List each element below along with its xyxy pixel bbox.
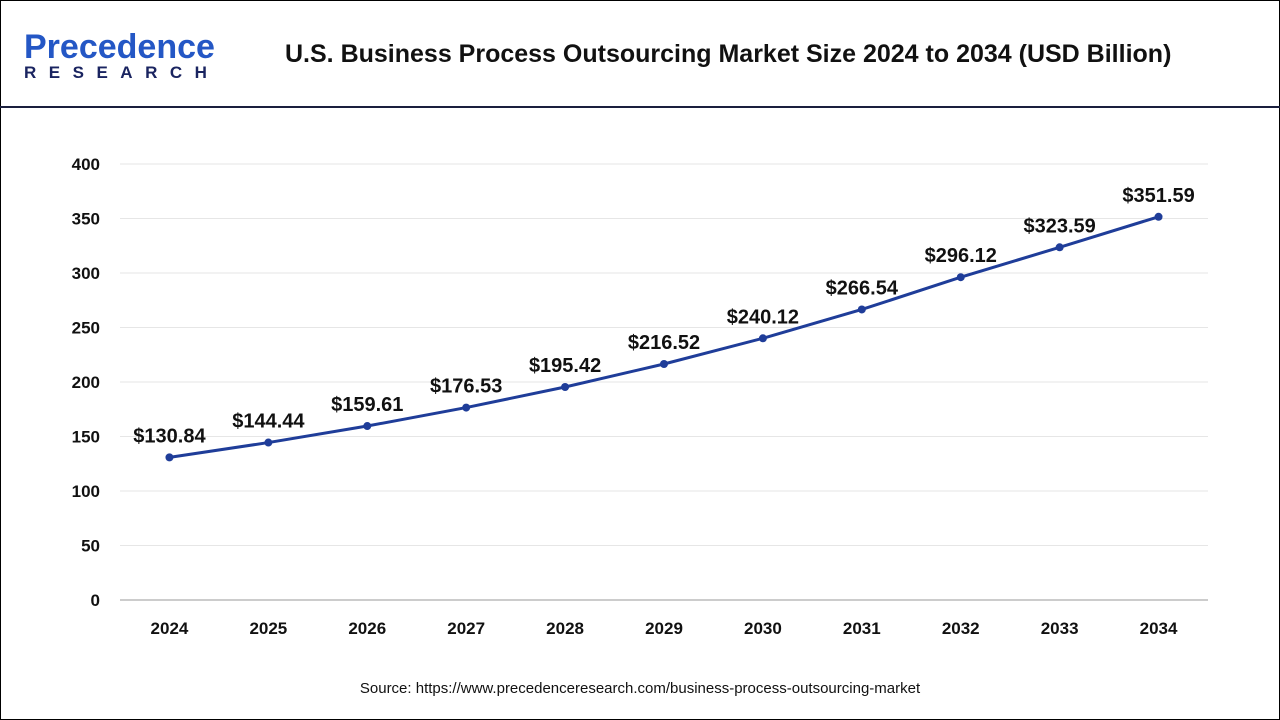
- data-label: $351.59: [1122, 185, 1194, 207]
- data-point: [857, 305, 866, 314]
- x-tick-label: 2034: [1140, 619, 1178, 638]
- data-label: $240.12: [727, 306, 799, 328]
- y-tick-label: 100: [72, 482, 100, 501]
- data-label: $216.52: [628, 332, 700, 354]
- x-tick-label: 2030: [744, 619, 782, 638]
- y-tick-label: 0: [91, 591, 100, 610]
- data-point: [660, 359, 668, 368]
- y-tick-label: 250: [72, 319, 100, 338]
- precedence-research-logo: Precedence RESEARCH: [24, 30, 219, 82]
- source-note: Source: https://www.precedenceresearch.c…: [359, 680, 921, 697]
- y-tick-label: 400: [72, 155, 100, 174]
- data-label: $144.44: [232, 411, 305, 433]
- x-tick-label: 2025: [249, 619, 287, 638]
- data-point: [561, 382, 570, 391]
- x-tick-label: 2028: [546, 619, 584, 638]
- data-label: $323.59: [1023, 215, 1095, 237]
- y-tick-label: 300: [72, 264, 100, 283]
- data-label: $266.54: [826, 277, 899, 299]
- x-tick-label: 2027: [447, 619, 485, 638]
- logo-line1: Precedence: [24, 28, 215, 66]
- data-label: $159.61: [331, 394, 403, 416]
- data-point: [363, 422, 372, 431]
- data-label: $176.53: [430, 376, 502, 398]
- data-label: $130.84: [133, 425, 206, 447]
- data-label: $195.42: [529, 355, 601, 377]
- data-point: [1154, 212, 1163, 221]
- y-tick-label: 200: [72, 373, 100, 392]
- data-point: [264, 438, 273, 447]
- y-tick-label: 350: [72, 210, 100, 229]
- y-tick-label: 50: [81, 537, 100, 556]
- data-point: [956, 273, 965, 282]
- x-tick-label: 2024: [151, 619, 189, 638]
- chart-title: U.S. Business Process Outsourcing Market…: [285, 40, 1172, 68]
- logo-line2: RESEARCH: [24, 63, 220, 82]
- data-label: $296.12: [925, 245, 997, 267]
- data-point: [462, 403, 471, 412]
- data-point: [165, 453, 174, 462]
- data-point: [1055, 243, 1064, 252]
- data-point: [758, 334, 767, 343]
- x-tick-label: 2029: [645, 619, 683, 638]
- x-tick-label: 2026: [348, 619, 386, 638]
- x-tick-label: 2033: [1041, 619, 1079, 638]
- x-tick-label: 2032: [942, 619, 980, 638]
- y-tick-label: 150: [72, 428, 100, 447]
- header: Precedence RESEARCH U.S. Business Proces…: [0, 0, 1280, 108]
- x-tick-label: 2031: [843, 619, 881, 638]
